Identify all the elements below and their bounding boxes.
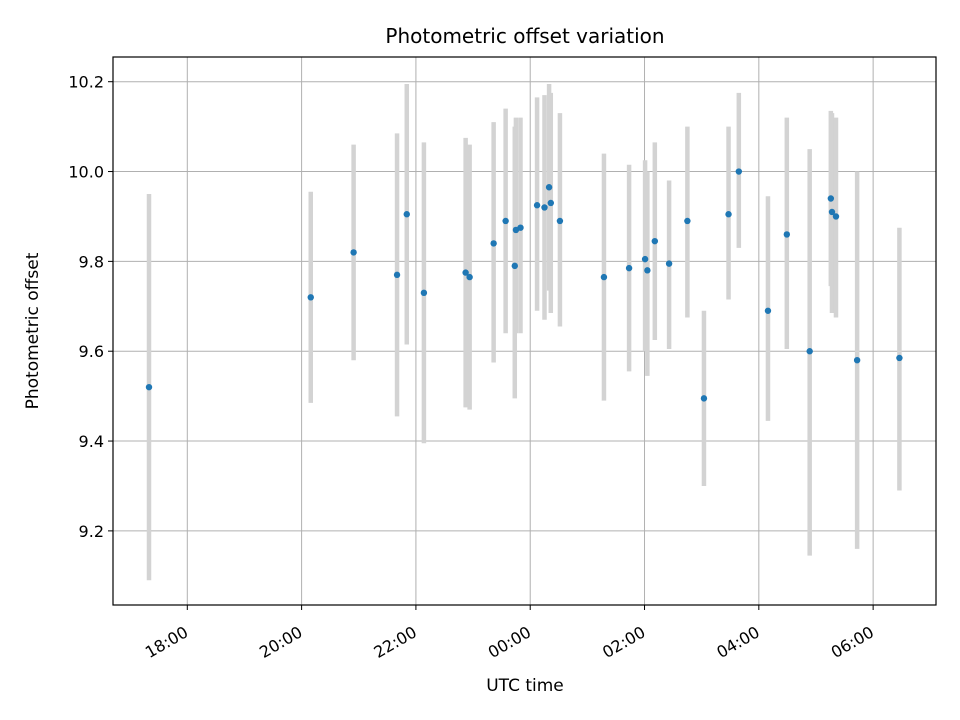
data-point xyxy=(700,395,708,402)
data-point xyxy=(783,231,791,238)
data-point xyxy=(665,260,673,267)
data-point xyxy=(350,249,357,256)
data-point xyxy=(145,383,153,391)
data-point xyxy=(541,204,548,211)
data-point xyxy=(502,217,509,225)
data-point xyxy=(462,269,469,276)
data-point xyxy=(420,289,428,297)
data-point xyxy=(725,211,732,218)
data-point xyxy=(556,217,564,225)
data-point xyxy=(466,273,473,281)
data-point xyxy=(547,199,554,207)
data-point xyxy=(827,195,835,202)
data-point xyxy=(853,356,861,364)
data-point xyxy=(641,255,649,263)
y-tick-label: 10.0 xyxy=(68,163,104,182)
chart-title: Photometric offset variation xyxy=(385,24,664,48)
data-point xyxy=(684,217,691,225)
data-point xyxy=(545,184,553,191)
data-point xyxy=(533,202,541,209)
data-point xyxy=(644,267,651,274)
data-point xyxy=(403,211,410,218)
data-point xyxy=(832,213,840,220)
data-point xyxy=(625,264,633,272)
y-tick-label: 9.2 xyxy=(79,522,104,541)
data-point xyxy=(651,237,659,245)
data-point xyxy=(735,168,743,175)
y-axis-ticks: 9.2 9.4 9.6 9.8 10.0 10.2 xyxy=(68,73,113,541)
y-tick-label: 10.2 xyxy=(68,73,104,92)
data-point xyxy=(828,208,836,216)
plot-frame xyxy=(112,56,937,606)
data-point xyxy=(806,348,813,355)
data-point xyxy=(511,262,518,270)
data-point xyxy=(307,294,314,301)
y-tick-label: 9.4 xyxy=(79,432,104,451)
data-point xyxy=(393,271,401,279)
x-axis-label: UTC time xyxy=(486,676,564,696)
data-point xyxy=(490,240,497,247)
data-points xyxy=(145,168,903,402)
data-point xyxy=(896,354,903,362)
data-point xyxy=(517,224,524,231)
y-axis-label: Photometric offset xyxy=(23,252,43,409)
y-tick-label: 9.6 xyxy=(79,342,104,361)
y-tick-label: 9.8 xyxy=(79,252,104,271)
data-point xyxy=(600,273,608,281)
data-point xyxy=(764,307,772,314)
